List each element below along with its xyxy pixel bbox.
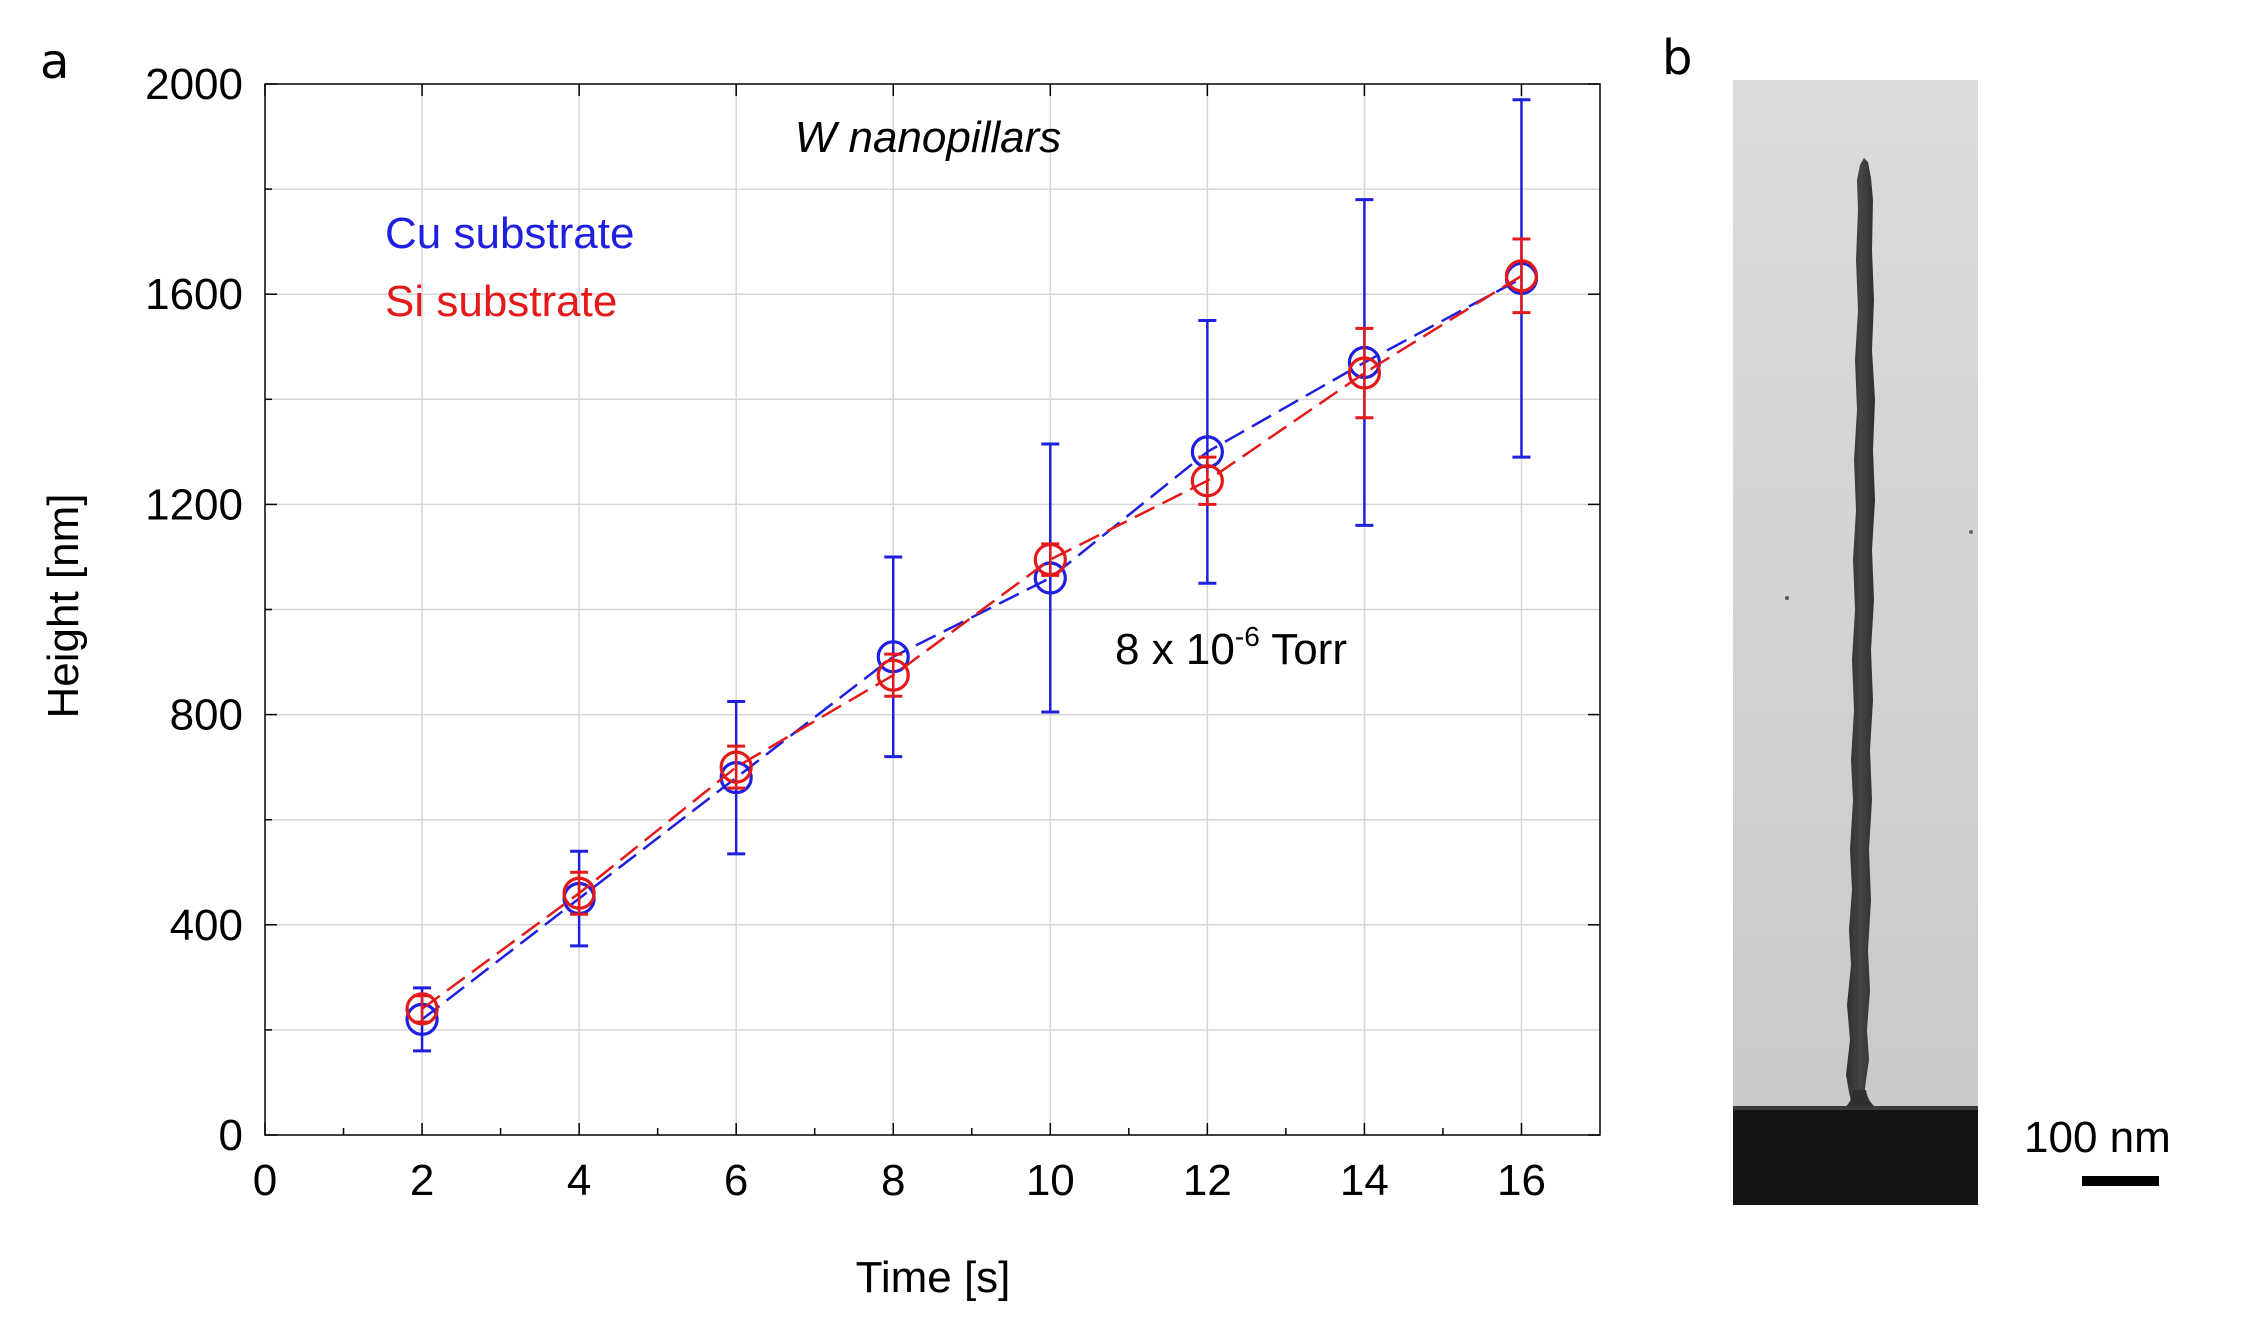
series-line: [421, 274, 1523, 1010]
data-point: [876, 658, 910, 692]
data-point: [562, 876, 596, 910]
data-point: [1347, 356, 1382, 390]
substrate-edge: [1733, 1106, 1978, 1110]
speck: [1785, 596, 1789, 600]
x-tick-label: 16: [1497, 1156, 1546, 1205]
speck: [1969, 530, 1973, 534]
y-tick-label: 800: [170, 691, 243, 740]
height-vs-time-chart: 0 2 4 6 8 10 12 14 16 0 400 800 1200 1600 2000 W nanop…: [39, 60, 1601, 1302]
legend-si-substrate: Si substrate: [385, 277, 617, 326]
x-tick-label: 0: [253, 1156, 277, 1205]
series: [405, 98, 1539, 1053]
y-tick-label: 0: [219, 1111, 243, 1160]
y-tick-label: 1200: [145, 480, 243, 529]
y-tick-label: 400: [170, 901, 243, 950]
y-tick-label: 2000: [145, 60, 243, 109]
x-tick-label: 8: [881, 1156, 905, 1205]
data-point: [719, 750, 753, 784]
pressure-exponent: -6: [1235, 621, 1260, 652]
x-tick-label: 6: [724, 1156, 748, 1205]
chart-title: W nanopillars: [795, 113, 1062, 162]
legend-cu-substrate: Cu substrate: [385, 209, 634, 258]
nanopillar-icon: [1846, 158, 1875, 1110]
panel-a-label: a: [40, 34, 69, 90]
data-point: [1504, 259, 1539, 293]
y-axis-label: Height [nm]: [39, 494, 88, 719]
x-tick-label: 10: [1026, 1156, 1075, 1205]
pressure-unit: Torr: [1260, 625, 1347, 674]
grid: [265, 84, 1600, 1135]
series-line: [421, 277, 1523, 1021]
data-point: [1033, 542, 1067, 577]
x-tick-label: 4: [567, 1156, 591, 1205]
x-tick-label: 2: [410, 1156, 434, 1205]
pressure-base: 8 x 10: [1115, 625, 1235, 674]
substrate: [1733, 1108, 1978, 1205]
data-point: [1190, 464, 1224, 498]
x-tick-label: 12: [1183, 1156, 1232, 1205]
scale-bar: [2082, 1176, 2159, 1186]
x-tick-label: 14: [1340, 1156, 1389, 1205]
axis-ticks: 0 2 4 6 8 10 12 14 16 0 400 800 1200 1600 2000: [145, 60, 1600, 1205]
tem-micrograph: 100 nm: [1733, 80, 2171, 1205]
x-axis-label: Time [s]: [856, 1253, 1011, 1302]
series-si-substrate: [405, 237, 1539, 1026]
scale-bar-label: 100 nm: [2024, 1113, 2171, 1162]
y-tick-label: 1600: [145, 270, 243, 319]
data-point: [405, 992, 439, 1026]
pressure-annotation: 8 x 10-6 Torr: [1115, 621, 1347, 674]
nanopillar-base: [1841, 1090, 1880, 1110]
panel-b-label: b: [1662, 30, 1692, 86]
